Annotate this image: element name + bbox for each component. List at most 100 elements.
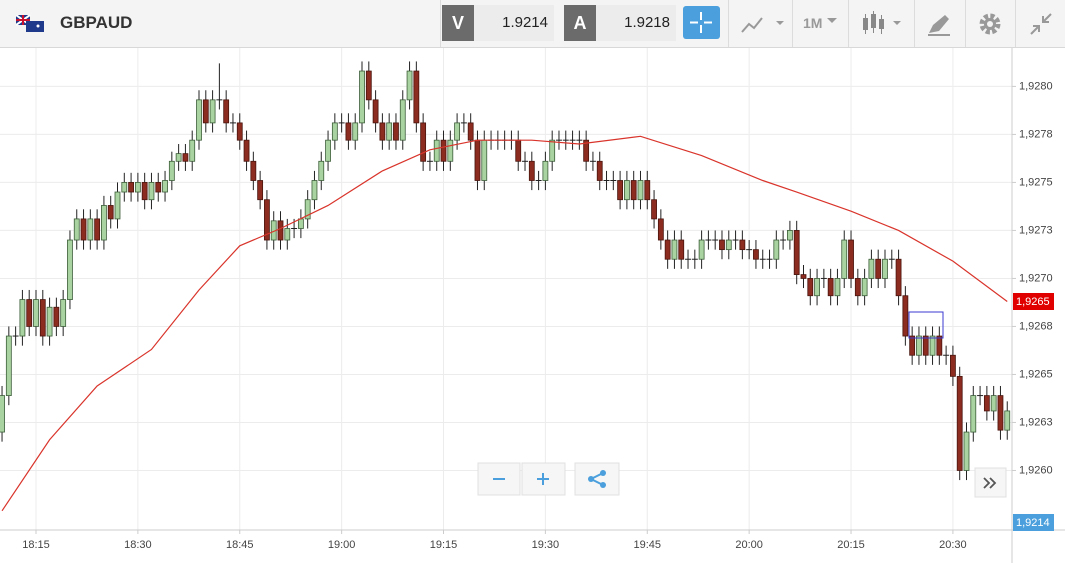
candle-body: [963, 431, 970, 471]
candle-body: [800, 274, 807, 279]
candle-body: [386, 122, 393, 141]
candle-body: [902, 295, 909, 337]
candle-body: [325, 139, 331, 162]
candle-body: [372, 99, 379, 124]
selection-box: [908, 311, 944, 339]
y-tick-label: 1,9275: [1019, 176, 1053, 188]
y-tick-label: 1,9263: [1019, 416, 1053, 428]
candle-body: [5, 335, 12, 396]
candle-body: [277, 220, 284, 241]
candle-body: [250, 160, 257, 181]
candle-body: [854, 278, 861, 297]
settings-button[interactable]: [977, 11, 1003, 37]
x-tick-label: 18:30: [124, 539, 152, 551]
share-button[interactable]: [574, 462, 620, 496]
candle-body: [182, 153, 189, 162]
candle-body: [189, 139, 196, 162]
share-dot: [600, 470, 606, 476]
y-tick-label: 1,9265: [1019, 368, 1053, 380]
interval-button[interactable]: 1M: [803, 15, 823, 31]
candle-body: [916, 335, 922, 356]
candle-type-button[interactable]: [860, 10, 905, 38]
candle-body: [542, 160, 549, 181]
candle-body: [990, 395, 997, 412]
candle-body: [950, 354, 956, 377]
ask-label[interactable]: A: [564, 5, 596, 41]
zoom-in-icon: [537, 473, 549, 485]
y-tick-label: 1,9273: [1019, 224, 1053, 236]
scroll-end-icon: [983, 477, 997, 489]
candle-body: [644, 180, 651, 201]
toolbar: GBPAUD V 1.9214 A 1.9218 1M: [0, 0, 1065, 48]
candle-body: [637, 180, 644, 201]
candle-body: [175, 153, 182, 162]
candle-body: [148, 182, 155, 201]
y-tick-label: 1,9280: [1019, 80, 1053, 92]
candle-body: [454, 122, 460, 141]
candle-body: [121, 182, 128, 193]
draw-tool-button[interactable]: [926, 12, 952, 36]
candle-body: [141, 182, 148, 201]
candle-body: [318, 160, 325, 181]
candle-body: [814, 278, 820, 297]
candle-body: [793, 230, 800, 275]
collapse-button[interactable]: [1028, 11, 1054, 37]
candle-body: [664, 239, 671, 260]
y-tick-label: 1,9268: [1019, 320, 1053, 332]
share-dot: [588, 476, 594, 482]
candle-body: [868, 258, 875, 279]
candle-body: [26, 299, 33, 327]
x-tick-label: 19:00: [328, 539, 356, 551]
candle-body: [223, 99, 230, 124]
zoom-controls: [477, 462, 620, 496]
chart-type-button[interactable]: [740, 12, 785, 36]
candle-body: [128, 182, 134, 193]
candle-body: [19, 299, 26, 337]
candle-body: [107, 205, 114, 220]
candle-body: [739, 239, 746, 251]
candle-body: [970, 395, 977, 433]
candle-body: [657, 218, 664, 241]
price-tag-box: [1013, 293, 1054, 310]
candle-body: [983, 395, 990, 412]
candle-body: [651, 199, 657, 220]
candle-body: [719, 239, 725, 251]
candle-body: [80, 218, 87, 241]
candle-body: [33, 299, 39, 327]
candle-body: [304, 199, 311, 220]
share-dot: [600, 482, 606, 488]
candle-body: [834, 278, 841, 297]
candle-body: [297, 218, 304, 229]
candle-body: [393, 122, 399, 141]
candle-body: [168, 160, 175, 181]
plot-area: [0, 48, 1012, 530]
candle-body: [73, 218, 80, 241]
scroll-end-button[interactable]: [974, 467, 1007, 498]
x-tick-label: 20:15: [837, 539, 865, 551]
x-tick-label: 20:00: [735, 539, 763, 551]
candle-body: [827, 278, 834, 297]
crosshair-button[interactable]: [683, 6, 720, 39]
x-tick-label: 19:45: [634, 539, 662, 551]
bid-price[interactable]: 1.9214: [474, 5, 554, 41]
ask-price[interactable]: 1.9218: [596, 5, 676, 41]
candle-body: [630, 180, 637, 201]
candle-body: [481, 139, 488, 181]
candle-body: [352, 122, 359, 141]
candle-body: [257, 180, 264, 201]
candle-body: [0, 395, 5, 433]
candle-body: [359, 70, 365, 124]
candle-body: [433, 139, 440, 162]
candle-body: [440, 139, 447, 162]
candle-body: [236, 122, 243, 141]
zoom-in-button[interactable]: [521, 462, 566, 496]
y-tick-label: 1,9270: [1019, 272, 1053, 284]
candle-body: [46, 306, 53, 337]
x-tick-label: 19:30: [532, 539, 560, 551]
bid-label[interactable]: V: [442, 5, 474, 41]
chart: 1,9280 1,9278 1,9275 1,9273 1,9270 1,9268 1,92…: [0, 48, 1065, 563]
candle-body: [671, 239, 678, 260]
candle-body: [331, 122, 338, 141]
x-tick-label: 19:15: [430, 539, 458, 551]
